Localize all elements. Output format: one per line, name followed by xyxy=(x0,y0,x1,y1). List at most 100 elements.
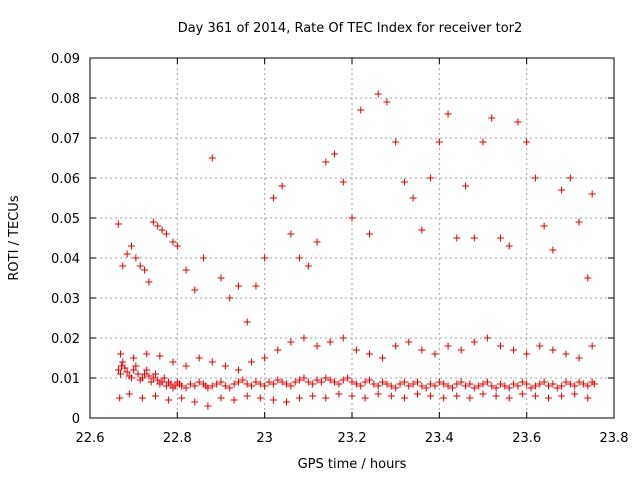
y-tick-label: 0 xyxy=(72,412,80,427)
x-tick-label: 23.6 xyxy=(512,431,541,446)
data-point xyxy=(361,378,369,386)
y-axis-label: ROTI / TECUs xyxy=(7,195,22,280)
data-point xyxy=(169,238,177,246)
data-point xyxy=(558,186,566,194)
data-point xyxy=(274,376,282,384)
data-point xyxy=(145,278,153,286)
data-point xyxy=(234,282,242,290)
data-point xyxy=(523,138,531,146)
data-point xyxy=(505,384,513,392)
data-point xyxy=(132,254,140,262)
data-point xyxy=(339,376,347,384)
data-point xyxy=(479,390,487,398)
x-tick-label: 23.8 xyxy=(600,431,629,446)
data-point xyxy=(278,182,286,190)
data-point xyxy=(326,376,334,384)
data-point xyxy=(169,358,177,366)
data-point xyxy=(540,378,548,386)
data-point xyxy=(483,378,491,386)
data-point xyxy=(392,384,400,392)
data-point xyxy=(165,396,173,404)
data-point xyxy=(514,118,522,126)
data-point xyxy=(545,382,552,390)
data-point xyxy=(427,380,435,388)
data-point xyxy=(488,382,496,390)
data-point xyxy=(414,390,421,398)
data-point xyxy=(322,394,330,402)
data-point xyxy=(119,262,127,270)
data-point xyxy=(453,392,461,400)
data-point xyxy=(147,378,155,386)
y-tick-label: 0.08 xyxy=(51,92,80,107)
data-point xyxy=(566,174,574,182)
data-point xyxy=(396,380,404,388)
data-point xyxy=(431,350,439,358)
data-point xyxy=(162,230,170,238)
data-point xyxy=(204,402,212,410)
data-point xyxy=(374,390,382,398)
data-point xyxy=(191,286,199,294)
data-point xyxy=(141,266,149,274)
data-point xyxy=(352,346,360,354)
data-point xyxy=(405,382,413,390)
y-tick-label: 0.09 xyxy=(51,52,80,67)
data-point xyxy=(208,358,216,366)
data-point xyxy=(296,394,304,402)
data-point xyxy=(409,380,417,388)
data-point xyxy=(217,378,225,386)
data-point xyxy=(114,366,122,374)
data-point xyxy=(374,382,382,390)
data-point xyxy=(248,382,256,390)
data-point xyxy=(387,392,395,400)
data-point xyxy=(540,222,548,230)
data-point xyxy=(575,378,583,386)
data-point xyxy=(575,354,583,362)
data-point xyxy=(182,384,190,392)
data-point xyxy=(553,384,561,392)
data-point xyxy=(348,392,356,400)
data-point xyxy=(123,368,131,376)
data-point xyxy=(431,382,439,390)
data-point xyxy=(261,354,269,362)
data-point xyxy=(283,380,290,388)
data-point xyxy=(510,380,518,388)
x-tick-label: 22.6 xyxy=(76,431,105,446)
data-point xyxy=(145,372,153,380)
data-point xyxy=(440,394,448,402)
data-point xyxy=(352,380,360,388)
data-point xyxy=(584,382,592,390)
y-tick-label: 0.04 xyxy=(51,252,80,267)
data-point xyxy=(335,390,343,398)
data-point xyxy=(304,262,312,270)
data-point xyxy=(208,154,216,162)
data-point xyxy=(409,194,417,202)
data-point xyxy=(322,158,330,166)
data-point xyxy=(531,392,539,400)
y-tick-label: 0.07 xyxy=(51,132,80,147)
data-point xyxy=(370,380,378,388)
data-point xyxy=(348,378,356,386)
data-point xyxy=(496,234,504,242)
data-point xyxy=(418,382,426,390)
data-point xyxy=(186,380,194,388)
data-point xyxy=(462,382,470,390)
data-point xyxy=(234,378,242,386)
data-point xyxy=(400,178,408,186)
data-point xyxy=(256,394,264,402)
data-point xyxy=(143,350,151,358)
data-point xyxy=(269,396,277,404)
data-point xyxy=(200,254,208,262)
data-point xyxy=(344,374,352,382)
data-point xyxy=(287,230,295,238)
data-point xyxy=(300,334,308,342)
data-point xyxy=(505,242,513,250)
data-point xyxy=(158,226,166,234)
data-point xyxy=(283,398,290,406)
data-point xyxy=(274,346,282,354)
data-point xyxy=(470,338,478,346)
data-point xyxy=(588,342,596,350)
data-point xyxy=(226,384,234,392)
data-point xyxy=(496,342,504,350)
data-point xyxy=(466,394,474,402)
data-point xyxy=(252,282,260,290)
